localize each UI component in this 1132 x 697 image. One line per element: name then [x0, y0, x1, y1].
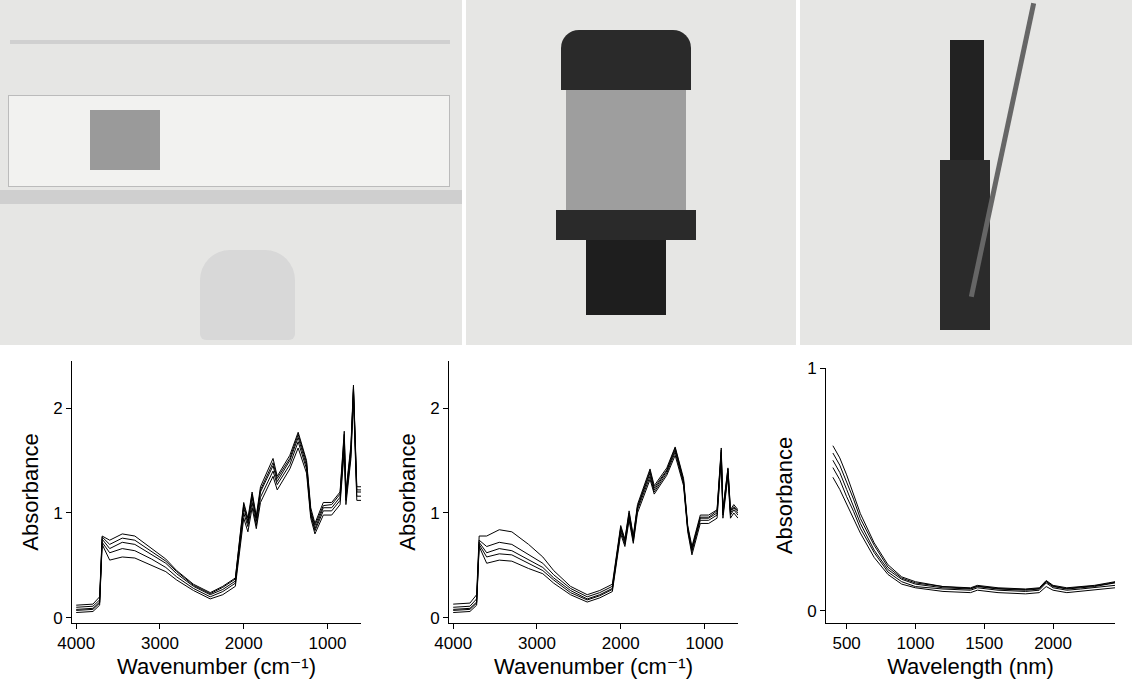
svg-text:4000: 4000 — [434, 634, 472, 653]
svg-text:1000: 1000 — [897, 634, 935, 653]
svg-text:1000: 1000 — [309, 634, 347, 653]
svg-text:Absorbance: Absorbance — [395, 433, 420, 550]
svg-text:1000: 1000 — [686, 634, 724, 653]
svg-text:4000: 4000 — [57, 634, 95, 653]
svg-text:1: 1 — [430, 504, 439, 523]
svg-text:Absorbance: Absorbance — [18, 433, 43, 550]
svg-text:1: 1 — [807, 359, 816, 378]
svg-text:2000: 2000 — [602, 634, 640, 653]
svg-text:3000: 3000 — [141, 634, 179, 653]
svg-text:0: 0 — [53, 609, 62, 628]
svg-text:0: 0 — [430, 609, 439, 628]
svg-text:2: 2 — [53, 399, 62, 418]
svg-text:3000: 3000 — [518, 634, 556, 653]
svg-text:2: 2 — [430, 399, 439, 418]
svg-text:1: 1 — [53, 504, 62, 523]
svg-text:2000: 2000 — [1034, 634, 1072, 653]
svg-text:Wavenumber (cm⁻¹): Wavenumber (cm⁻¹) — [117, 654, 316, 679]
svg-text:Absorbance: Absorbance — [772, 437, 797, 554]
svg-text:1500: 1500 — [965, 634, 1003, 653]
svg-text:2000: 2000 — [225, 634, 263, 653]
svg-text:Wavelength (nm): Wavelength (nm) — [887, 654, 1054, 679]
svg-text:500: 500 — [832, 634, 860, 653]
svg-text:Wavenumber (cm⁻¹): Wavenumber (cm⁻¹) — [494, 654, 693, 679]
svg-text:0: 0 — [807, 602, 816, 621]
